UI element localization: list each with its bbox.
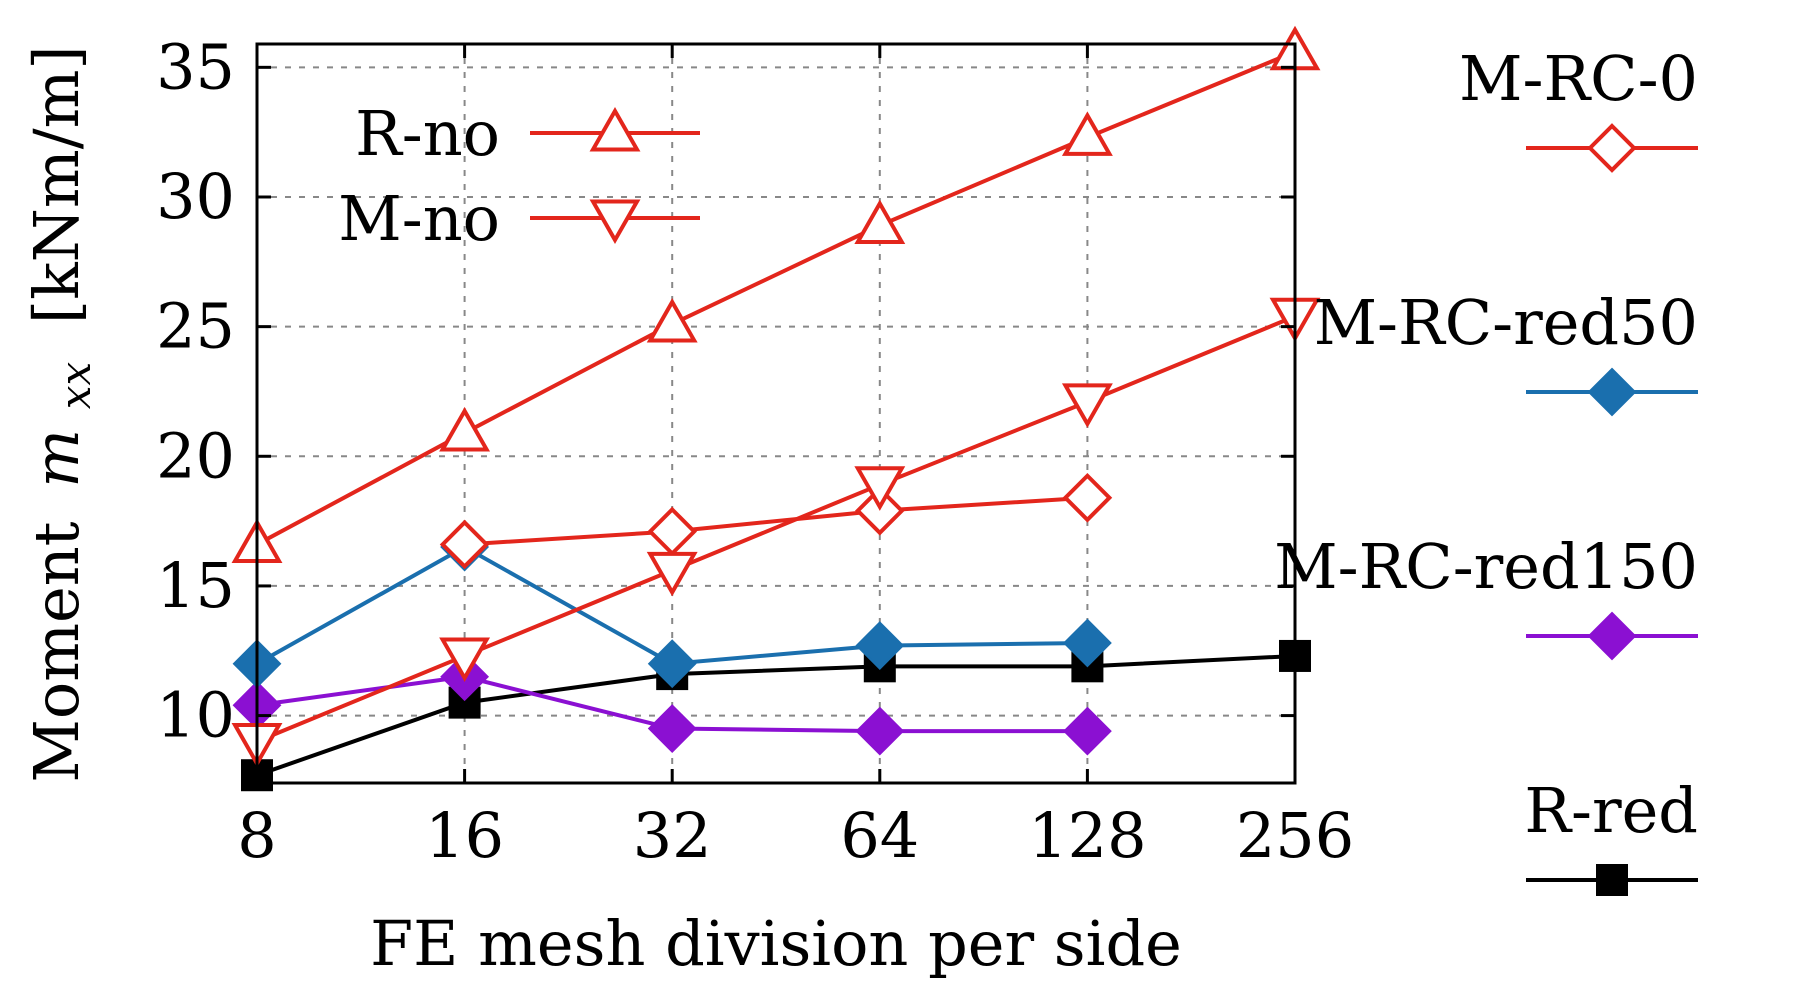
legend: R-no M-no M-RC-0 M-RC-red50 M-RC-red150 R-red bbox=[338, 42, 1698, 896]
x-axis-title: FE mesh division per side bbox=[370, 907, 1182, 980]
series-line-r-no bbox=[256, 49, 1296, 547]
legend-marker-m-rc-red50 bbox=[1587, 367, 1637, 417]
data-point-m-no bbox=[854, 466, 906, 511]
data-point-r-no bbox=[854, 199, 906, 245]
data-point-m-rc-red150 bbox=[855, 706, 905, 756]
legend-marker-m-rc-0 bbox=[1587, 123, 1637, 173]
legend-marker-r-no bbox=[589, 106, 641, 152]
series-line-m-rc-0 bbox=[464, 495, 1088, 547]
y-tick-label: 35 bbox=[156, 30, 235, 103]
data-point-m-rc-red150 bbox=[647, 704, 697, 753]
x-tick-label: 64 bbox=[840, 799, 919, 872]
legend-label-m-rc-0: M-RC-0 bbox=[1459, 42, 1698, 115]
legend-label-m-rc-red50: M-RC-red50 bbox=[1314, 286, 1698, 359]
y-axis-title: Moment m xx [kNm/m] bbox=[20, 45, 105, 782]
plot-frame bbox=[255, 42, 1297, 785]
y-tick-label: 10 bbox=[156, 679, 235, 752]
legend-marker-r-red bbox=[1596, 864, 1628, 896]
data-point-r-no bbox=[646, 298, 698, 343]
x-tick-label: 16 bbox=[425, 799, 504, 872]
legend-marker-m-rc-red150 bbox=[1587, 611, 1637, 661]
y-tick-label: 30 bbox=[156, 160, 235, 233]
series-m-rc-0 bbox=[439, 472, 1113, 570]
legend-marker-m-no bbox=[589, 199, 641, 245]
x-tick-label: 32 bbox=[633, 799, 712, 872]
y-axis-title-unit: [kNm/m] bbox=[20, 45, 93, 324]
legend-label-r-red: R-red bbox=[1524, 774, 1698, 847]
y-tick-label: 20 bbox=[156, 419, 235, 492]
data-point-m-rc-red50 bbox=[855, 621, 905, 670]
x-tick-label: 128 bbox=[1028, 799, 1146, 872]
legend-label-m-rc-red150: M-RC-red150 bbox=[1274, 530, 1698, 603]
series-line-m-no bbox=[256, 314, 1296, 744]
y-axis-title-symbol: m bbox=[20, 429, 93, 488]
series-m-no bbox=[231, 297, 1321, 768]
series-line-r-red bbox=[256, 653, 1296, 778]
x-tick-label: 8 bbox=[237, 799, 276, 872]
data-point-m-rc-0 bbox=[439, 519, 490, 570]
y-tick-label: 15 bbox=[156, 549, 235, 622]
y-tick-label: 25 bbox=[156, 290, 235, 363]
legend-label-r-no: R-no bbox=[355, 97, 500, 170]
data-point-m-no bbox=[439, 637, 491, 682]
ticks bbox=[255, 44, 1297, 783]
data-point-r-no bbox=[439, 406, 491, 452]
y-axis-title-word: Moment bbox=[20, 521, 93, 782]
data-point-m-rc-0 bbox=[647, 506, 698, 557]
tick-labels: 8 16 32 64 128 256 10 15 20 25 30 35 bbox=[156, 30, 1354, 872]
data-point-m-rc-red50 bbox=[1062, 618, 1112, 668]
series-m-rc-red50 bbox=[232, 522, 1112, 689]
legend-label-m-no: M-no bbox=[338, 182, 500, 255]
data-point-m-no bbox=[646, 551, 698, 597]
x-tick-label: 256 bbox=[1236, 799, 1354, 872]
data-point-m-rc-red150 bbox=[1062, 706, 1112, 756]
data-point-m-rc-red50 bbox=[647, 639, 697, 689]
y-axis-title-subscript: xx bbox=[51, 362, 100, 410]
data-point-r-no bbox=[1061, 111, 1113, 156]
data-point-m-no bbox=[1061, 383, 1113, 428]
data-point-m-rc-0 bbox=[1062, 472, 1113, 523]
